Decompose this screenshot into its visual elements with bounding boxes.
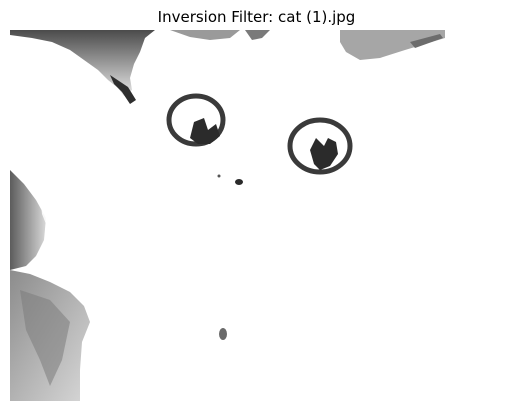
chin-speck (219, 328, 227, 340)
right-eye-pupil (310, 138, 338, 170)
right-eye-ring (287, 117, 353, 175)
top-right-fur (340, 30, 445, 60)
top-left-fur (10, 30, 155, 96)
left-eye-pupil (190, 118, 220, 144)
whisker-dot (217, 174, 221, 178)
inverted-cat-image-drawing (10, 30, 445, 401)
left-fur-highlight (40, 194, 48, 224)
figure-title: Inversion Filter: cat (1).jpg (157, 8, 356, 26)
top-left-fur-shadow (110, 75, 136, 104)
nose-spot (235, 179, 243, 185)
grass-texture (20, 290, 70, 386)
top-shadow-1 (170, 30, 240, 40)
left-fur (10, 170, 46, 270)
inverted-cat-image (10, 30, 445, 401)
top-shadow-2 (245, 30, 270, 40)
top-right-fur-dark (410, 34, 443, 48)
left-eye-ring (166, 93, 226, 147)
